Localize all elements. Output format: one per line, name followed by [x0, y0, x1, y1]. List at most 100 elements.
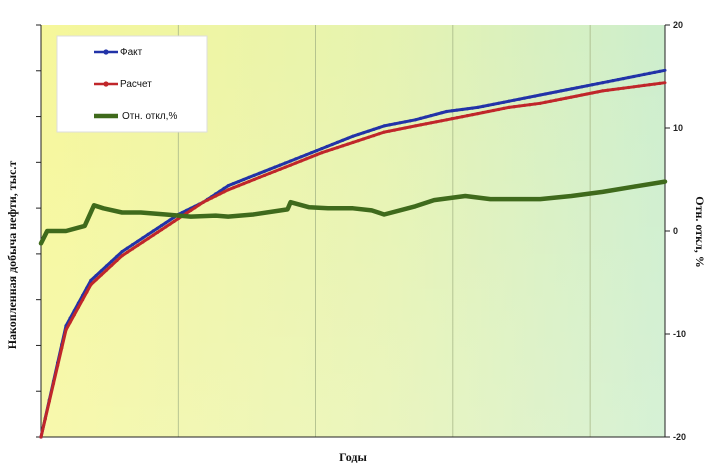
legend-marker-fact [103, 49, 109, 55]
right-tick-label-0: 20 [673, 20, 683, 30]
series-0-point [160, 223, 164, 228]
series-1-point [372, 134, 376, 138]
series-1-point [273, 169, 277, 173]
series-1-point [606, 88, 610, 92]
series-1-point [476, 112, 480, 116]
series-1-point [130, 247, 135, 251]
series-0-point [512, 98, 516, 102]
series-1-point [585, 92, 589, 96]
series-0-point [136, 239, 140, 243]
series-0-point [533, 94, 537, 98]
left-axis-ticks [36, 24, 41, 438]
series-0-point [627, 75, 631, 80]
series-1-point [637, 84, 641, 88]
series-1-point [455, 116, 459, 120]
series-1-point [189, 208, 193, 212]
series-0-point [320, 147, 324, 151]
series-1-point [172, 219, 176, 223]
series-1-point [81, 298, 85, 302]
series-1-point [653, 82, 657, 86]
series-0-point [502, 100, 506, 104]
legend-marker-calc [103, 81, 109, 87]
series-1-point [155, 230, 160, 234]
series-1-point [51, 381, 56, 385]
series-1-point [601, 89, 605, 93]
series-1-point [575, 94, 579, 98]
series-1-point [115, 258, 119, 263]
series-0-point [330, 142, 334, 147]
series-1-point [263, 173, 267, 177]
series-0-point [543, 92, 548, 96]
series-1-point [564, 96, 568, 100]
series-0-point [273, 165, 277, 169]
series-0-point [367, 129, 371, 133]
series-1-point [120, 254, 124, 258]
series-0-point [89, 278, 93, 282]
series-1-point [439, 119, 443, 123]
series-1-point [658, 81, 662, 85]
series-1-point [346, 142, 350, 146]
series-0-point [507, 99, 511, 103]
series-0-point [445, 109, 449, 114]
series-1-point [218, 192, 222, 196]
series-1-point [465, 114, 469, 118]
series-1-point [471, 113, 475, 117]
series-1-point [242, 182, 246, 186]
series-1-point [424, 122, 428, 126]
series-0-point [538, 93, 542, 97]
series-0-point [606, 80, 610, 84]
series-0-point [130, 243, 135, 247]
series-0-point [528, 95, 532, 99]
series-0-point [601, 81, 605, 85]
series-1-point [559, 97, 563, 101]
series-1-point [481, 110, 485, 115]
series-1-point [125, 250, 129, 254]
series-1-point [502, 106, 506, 110]
series-1-point [151, 233, 155, 237]
series-1-point [104, 268, 109, 272]
series-1-point [185, 211, 189, 215]
series-1-point [39, 435, 43, 439]
series-0-point [278, 163, 282, 167]
series-0-point [325, 144, 329, 149]
legend: Факт Расчет Отн. откл,% [56, 35, 208, 133]
series-1-point [89, 283, 93, 287]
series-1-point [616, 87, 620, 91]
series-0-point [168, 218, 172, 222]
series-1-point [393, 128, 397, 132]
series-1-point [141, 240, 145, 244]
series-0-point [590, 83, 594, 87]
series-1-point [94, 278, 98, 282]
series-1-point [278, 167, 282, 171]
series-1-point [64, 328, 68, 332]
series-1-point [590, 91, 594, 95]
series-line-2 [38, 179, 668, 246]
series-0-point [549, 91, 553, 95]
series-0-point [268, 167, 272, 171]
series-0-point [294, 157, 298, 161]
series-0-point [575, 86, 579, 90]
series-1-point [110, 263, 114, 267]
series-1-point [304, 157, 308, 161]
legend-label-fact: Факт [120, 47, 143, 58]
series-0-point [356, 132, 360, 137]
right-tick-label-3: -10 [673, 329, 686, 339]
series-1-point [419, 123, 423, 127]
series-0-point [141, 236, 145, 240]
right-tick-label-4: -20 [673, 432, 686, 442]
series-0-point [450, 109, 454, 113]
series-1-point [335, 146, 339, 150]
series-1-point [222, 190, 226, 194]
series-1-point [168, 222, 172, 226]
series-0-point [346, 136, 350, 140]
series-0-point [94, 274, 98, 278]
series-0-point [424, 115, 428, 119]
series-1-point [56, 364, 60, 368]
series-1-point [136, 243, 140, 247]
series-0-point [242, 177, 246, 182]
series-1-point [160, 228, 164, 232]
series-1-point [351, 140, 355, 144]
series-0 [39, 68, 667, 439]
series-1-point [533, 102, 537, 106]
series-0-point [222, 186, 226, 190]
